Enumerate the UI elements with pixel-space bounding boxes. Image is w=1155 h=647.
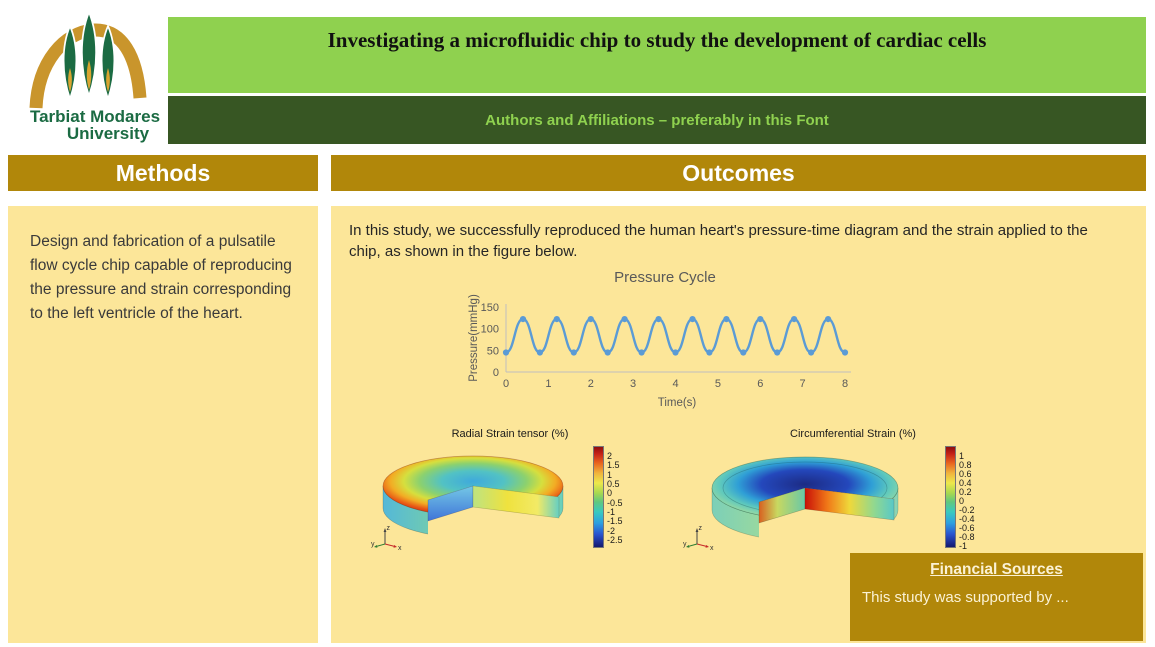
svg-text:4: 4 <box>672 378 678 390</box>
svg-text:2: 2 <box>588 378 594 390</box>
svg-text:6: 6 <box>757 378 763 390</box>
logo-text-line2: University <box>67 124 150 143</box>
svg-text:7: 7 <box>800 378 806 390</box>
svg-text:150: 150 <box>481 302 499 314</box>
circumferential-colorbar: 1 0.8 0.6 0.4 0.2 0 -0.2 -0.4 -0.6 -0.8 -1 <box>945 446 975 551</box>
poster-title-bar: Investigating a microfluidic chip to stu… <box>168 17 1146 93</box>
svg-text:z: z <box>387 525 391 532</box>
circumferential-strain-figure: Circumferential Strain (%) <box>683 424 1003 566</box>
svg-text:x: x <box>710 545 714 552</box>
methods-heading: Methods <box>115 159 211 186</box>
financial-sources-heading: Financial Sources <box>930 561 1063 578</box>
axis-triad-icon: z y x <box>683 525 714 552</box>
outcomes-header: Outcomes <box>331 155 1146 191</box>
radial-strain-disc <box>382 455 564 540</box>
radial-strain-title: Radial Strain tensor (%) <box>451 428 569 440</box>
svg-text:x: x <box>398 545 402 552</box>
methods-panel: Design and fabrication of a pulsatile fl… <box>8 206 318 643</box>
authors-bar: Authors and Affiliations – preferably in… <box>168 96 1146 144</box>
methods-text: Design and fabrication of a pulsatile fl… <box>30 233 292 323</box>
radial-colorbar-gradient <box>593 446 604 548</box>
authors-text: Authors and Affiliations – preferably in… <box>485 111 829 129</box>
axis-triad-icon: z y x <box>371 525 402 552</box>
outcomes-intro-text: In this study, we successfully reproduce… <box>349 222 1088 260</box>
svg-text:y: y <box>683 541 687 548</box>
circumferential-colorbar-ticks: 1 0.8 0.6 0.4 0.2 0 -0.2 -0.4 -0.6 -0.8 -1 <box>959 451 975 551</box>
svg-text:0: 0 <box>503 378 509 390</box>
svg-text:0: 0 <box>493 367 499 379</box>
circumferential-colorbar-gradient <box>945 446 956 548</box>
svg-text:3: 3 <box>630 378 636 390</box>
svg-text:z: z <box>699 525 703 532</box>
svg-text:Pressure(mmHg): Pressure(mmHg) <box>468 294 480 382</box>
methods-header: Methods <box>8 155 318 191</box>
radial-colorbar: 2 1.5 1 0.5 0 -0.5 -1 -1.5 -2 -2.5 <box>593 446 623 548</box>
svg-text:1: 1 <box>545 378 551 390</box>
outcomes-panel: In this study, we successfully reproduce… <box>331 206 1146 643</box>
outcomes-heading: Outcomes <box>682 159 795 186</box>
svg-text:5: 5 <box>715 378 721 390</box>
svg-text:Time(s): Time(s) <box>658 397 697 409</box>
logo-text-line1: Tarbiat Modares <box>30 107 160 126</box>
radial-strain-figure: Radial Strain tensor (%) <box>371 424 671 566</box>
financial-sources-box: Financial Sources This study was support… <box>850 553 1143 641</box>
circumferential-strain-title: Circumferential Strain (%) <box>790 428 916 440</box>
svg-text:8: 8 <box>842 378 848 390</box>
financial-sources-text: This study was supported by ... <box>862 589 1069 606</box>
circumferential-strain-disc <box>711 456 899 543</box>
svg-text:100: 100 <box>481 324 499 336</box>
svg-text:50: 50 <box>487 345 499 357</box>
svg-text:y: y <box>371 541 375 548</box>
university-logo: Tarbiat Modares University <box>29 9 160 143</box>
logo-trees <box>62 9 116 102</box>
pressure-cycle-chart: 0 1 2 3 4 5 6 7 8 0 50 100 150 Time(s) Pressure(mmHg) P… <box>468 269 851 409</box>
radial-colorbar-ticks: 2 1.5 1 0.5 0 -0.5 -1 -1.5 -2 -2.5 <box>607 451 623 545</box>
svg-text:Pressure Cycle: Pressure Cycle <box>614 269 716 286</box>
poster-title: Investigating a microfluidic chip to stu… <box>327 28 987 52</box>
